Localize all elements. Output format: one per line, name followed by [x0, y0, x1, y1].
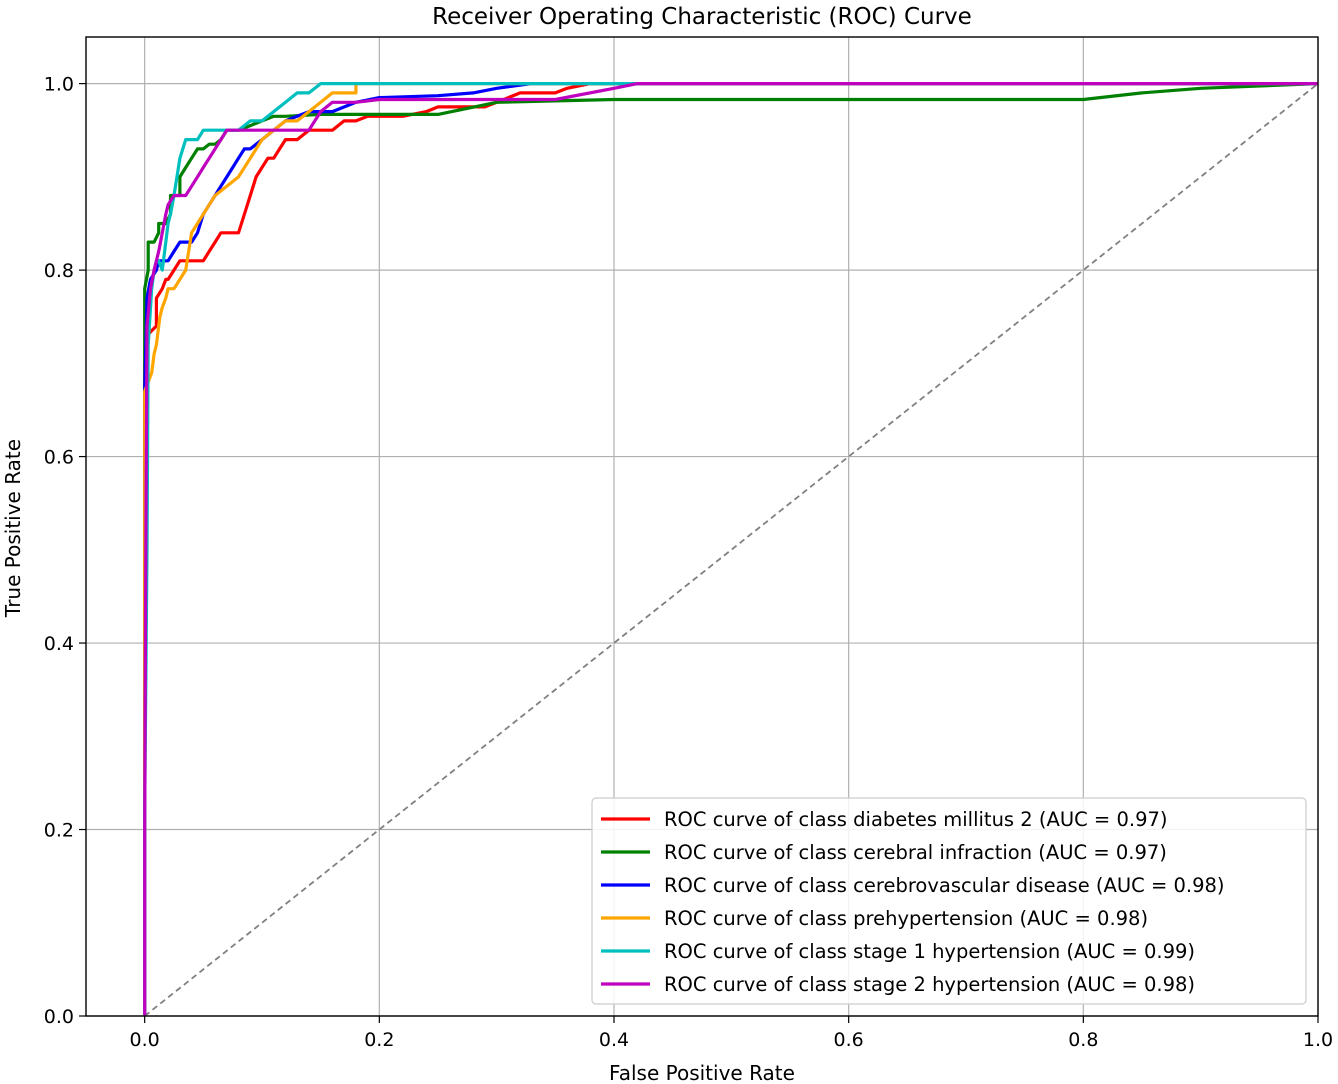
legend: ROC curve of class diabetes millitus 2 (… [591, 797, 1307, 1005]
x-tick-label: 1.0 [1303, 1029, 1333, 1051]
roc-series-line-6 [143, 82, 1318, 1016]
y-tick-label: 1.0 [44, 74, 74, 96]
chart-title: Receiver Operating Characteristic (ROC) … [432, 4, 972, 30]
x-axis-label: False Positive Rate [609, 1061, 795, 1084]
roc-series-line-4 [143, 82, 1318, 1016]
legend-label-3: ROC curve of class cerebrovascular disea… [664, 874, 1225, 897]
legend-entries: ROC curve of class diabetes millitus 2 (… [601, 808, 1225, 996]
x-tick-label: 0.6 [834, 1029, 864, 1051]
legend-label-2: ROC curve of class cerebral infraction (… [664, 841, 1167, 864]
roc-series-line-3 [143, 82, 1318, 1016]
y-tick-label: 0.2 [44, 820, 74, 842]
legend-label-1: ROC curve of class diabetes millitus 2 (… [664, 808, 1168, 831]
y-tick-label: 0.0 [44, 1006, 74, 1028]
series-layer [143, 82, 1319, 1016]
legend-label-4: ROC curve of class prehypertension (AUC … [664, 907, 1148, 930]
tick-layer: 0.0 0.2 0.4 0.6 0.8 1.0 0.0 0.2 0.4 0.6 0.8 1.0 [44, 74, 1333, 1051]
plot-area-frame [85, 36, 1319, 1017]
x-tick-label: 0.0 [130, 1029, 160, 1051]
legend-label-5: ROC curve of class stage 1 hypertension … [664, 940, 1195, 963]
legend-box [591, 797, 1307, 1005]
y-tick-label: 0.8 [44, 260, 74, 282]
x-tick-label: 0.4 [599, 1029, 629, 1051]
x-tick-label: 0.2 [364, 1029, 394, 1051]
y-tick-label: 0.6 [44, 447, 74, 469]
x-tick-label: 0.8 [1068, 1029, 1098, 1051]
roc-series-line-1 [143, 82, 1318, 1016]
y-axis-label: True Positive Rate [1, 439, 25, 618]
y-tick-label: 0.4 [44, 633, 74, 655]
legend-label-6: ROC curve of class stage 2 hypertension … [664, 973, 1195, 996]
